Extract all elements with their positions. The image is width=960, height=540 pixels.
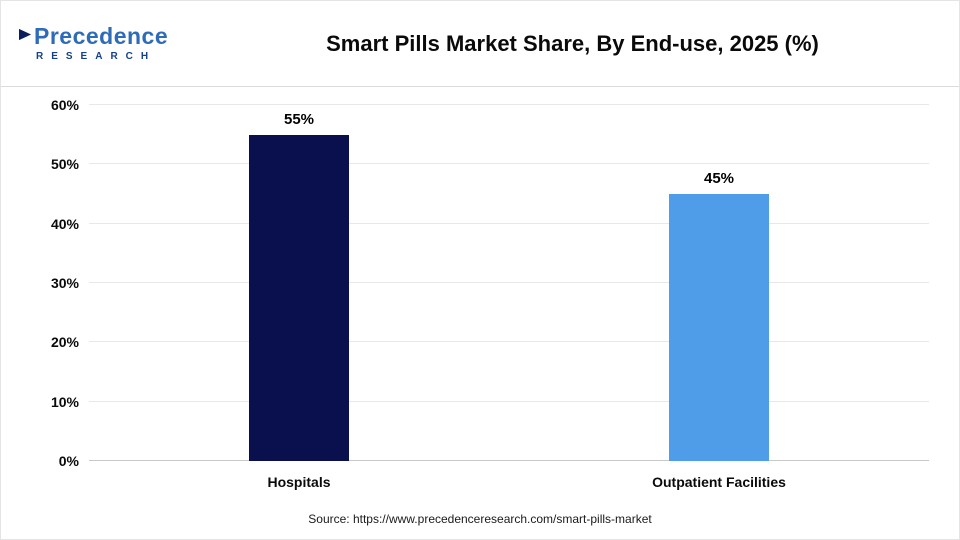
y-axis: 0% 10% 20% 30% 40% 50% 60% [1,98,89,468]
logo-triangle-icon [19,28,32,46]
gridlines [89,104,929,461]
x-tick-label-outpatient-facilities: Outpatient Facilities [652,474,786,490]
source-text: Source: https://www.precedenceresearch.c… [308,512,652,526]
gridline [89,282,929,283]
y-tick-label: 60% [50,97,79,113]
x-tick-label-hospitals: Hospitals [267,474,331,490]
chart-body: 0% 10% 20% 30% 40% 50% 60% 55% 45% [1,98,929,468]
chart-title: Smart Pills Market Share, By End-use, 20… [326,30,819,56]
gridline [89,222,929,224]
bar-chart: 0% 10% 20% 30% 40% 50% 60% 55% 45% Hospitals Out… [1,87,959,526]
bars: 55% 45% [89,105,929,461]
logo-subtitle: RESEARCH [36,51,157,62]
bar-outpatient-facilities [669,194,769,461]
logo-name: Precedence [34,23,169,49]
precedence-research-logo: Precedence RESEARCH [1,25,186,62]
gridline [89,163,929,165]
bar-value-label-hospitals: 55% [283,110,315,128]
bar-group-outpatient-facilities: 45% [509,105,929,461]
header: Precedence RESEARCH Smart Pills Market S… [1,1,959,87]
y-tick-label: 40% [50,215,79,232]
gridline [89,400,929,402]
y-tick-label: 50% [50,156,79,173]
gridline [89,104,929,105]
y-tick-label: 10% [50,393,79,410]
plot-area: 55% 45% [89,104,929,461]
y-tick-label: 0% [58,453,79,469]
x-axis-line [89,460,929,461]
y-tick-label: 20% [50,334,79,351]
y-tick-label: 30% [50,275,79,291]
x-axis: Hospitals Outpatient Facilities [89,461,929,490]
bar-value-label-outpatient-facilities: 45% [703,170,735,187]
bar-group-hospitals: 55% [89,105,509,461]
gridline [89,341,929,343]
bar-hospitals [249,134,349,461]
